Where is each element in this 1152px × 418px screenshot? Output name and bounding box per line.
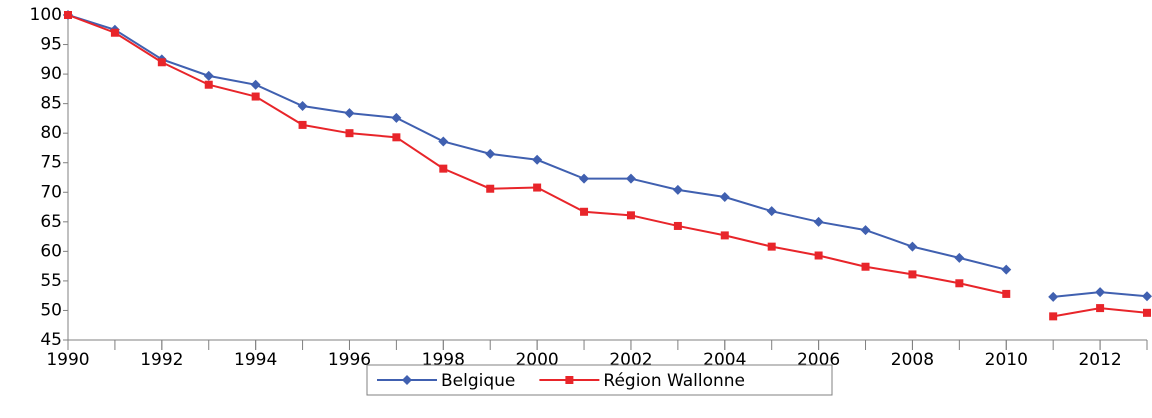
data-point <box>485 148 496 159</box>
data-point <box>1048 291 1059 302</box>
data-point <box>1142 291 1152 302</box>
data-point <box>298 120 307 129</box>
data-point <box>157 58 166 67</box>
data-point <box>438 136 449 147</box>
legend-box <box>366 364 833 396</box>
x-tick-label: 1990 <box>46 350 89 370</box>
legend-label: Belgique <box>441 371 515 391</box>
y-tick-label: 45 <box>40 330 62 350</box>
y-tick-label: 100 <box>30 5 62 25</box>
data-point <box>297 101 308 111</box>
x-tick-label: 2008 <box>891 350 934 370</box>
x-tick-label: 2012 <box>1078 350 1121 370</box>
data-point <box>110 28 119 37</box>
x-tick-label: 1992 <box>140 350 183 370</box>
data-point <box>392 133 401 142</box>
data-point <box>1001 264 1012 275</box>
data-point <box>907 241 918 252</box>
data-point <box>203 70 214 81</box>
data-point <box>439 164 448 173</box>
data-point <box>533 183 542 192</box>
data-point <box>673 221 682 230</box>
data-point <box>250 79 261 90</box>
data-point <box>580 207 589 216</box>
data-point <box>579 173 590 184</box>
series-line <box>67 14 1148 318</box>
y-tick-label: 70 <box>40 182 62 202</box>
data-point <box>814 251 823 260</box>
data-point <box>1049 312 1058 321</box>
y-tick-label: 95 <box>40 35 62 55</box>
legend-marker <box>402 375 412 385</box>
data-point <box>860 225 871 236</box>
data-point <box>955 279 964 288</box>
legend: Belgique Région Wallonne <box>366 364 833 396</box>
x-tick-label: 1994 <box>234 350 277 370</box>
data-point <box>954 252 965 263</box>
data-point <box>625 173 636 184</box>
data-point <box>1095 287 1106 298</box>
y-tick-label: 80 <box>40 123 62 143</box>
data-point <box>813 216 824 227</box>
data-point <box>391 112 402 123</box>
data-point <box>766 206 777 217</box>
data-point <box>64 11 72 19</box>
data-point <box>251 92 260 101</box>
data-point <box>767 242 776 251</box>
data-point <box>626 211 635 220</box>
x-tick-label: 1996 <box>328 350 371 370</box>
data-point <box>1002 289 1011 298</box>
legend-label: Région Wallonne <box>603 371 745 391</box>
data-point <box>720 231 729 240</box>
data-point <box>344 108 355 119</box>
series-line <box>67 14 1148 298</box>
legend-marker <box>565 376 574 384</box>
data-point <box>719 192 730 202</box>
y-tick-label: 75 <box>40 153 62 173</box>
y-tick-label: 65 <box>40 212 62 232</box>
data-point <box>486 184 495 193</box>
x-tick-label: 2010 <box>985 350 1028 370</box>
data-point <box>861 262 870 271</box>
y-tick-label: 60 <box>40 241 62 261</box>
y-tick-label: 55 <box>40 271 62 291</box>
data-point <box>345 129 354 138</box>
data-point <box>1143 308 1151 317</box>
y-tick-label: 85 <box>40 94 62 114</box>
y-tick-label: 90 <box>40 64 62 84</box>
data-point <box>908 270 917 279</box>
data-point <box>204 80 213 89</box>
data-point <box>672 184 683 195</box>
data-point <box>1096 304 1105 313</box>
data-point <box>532 154 543 165</box>
y-tick-label: 50 <box>40 300 62 320</box>
